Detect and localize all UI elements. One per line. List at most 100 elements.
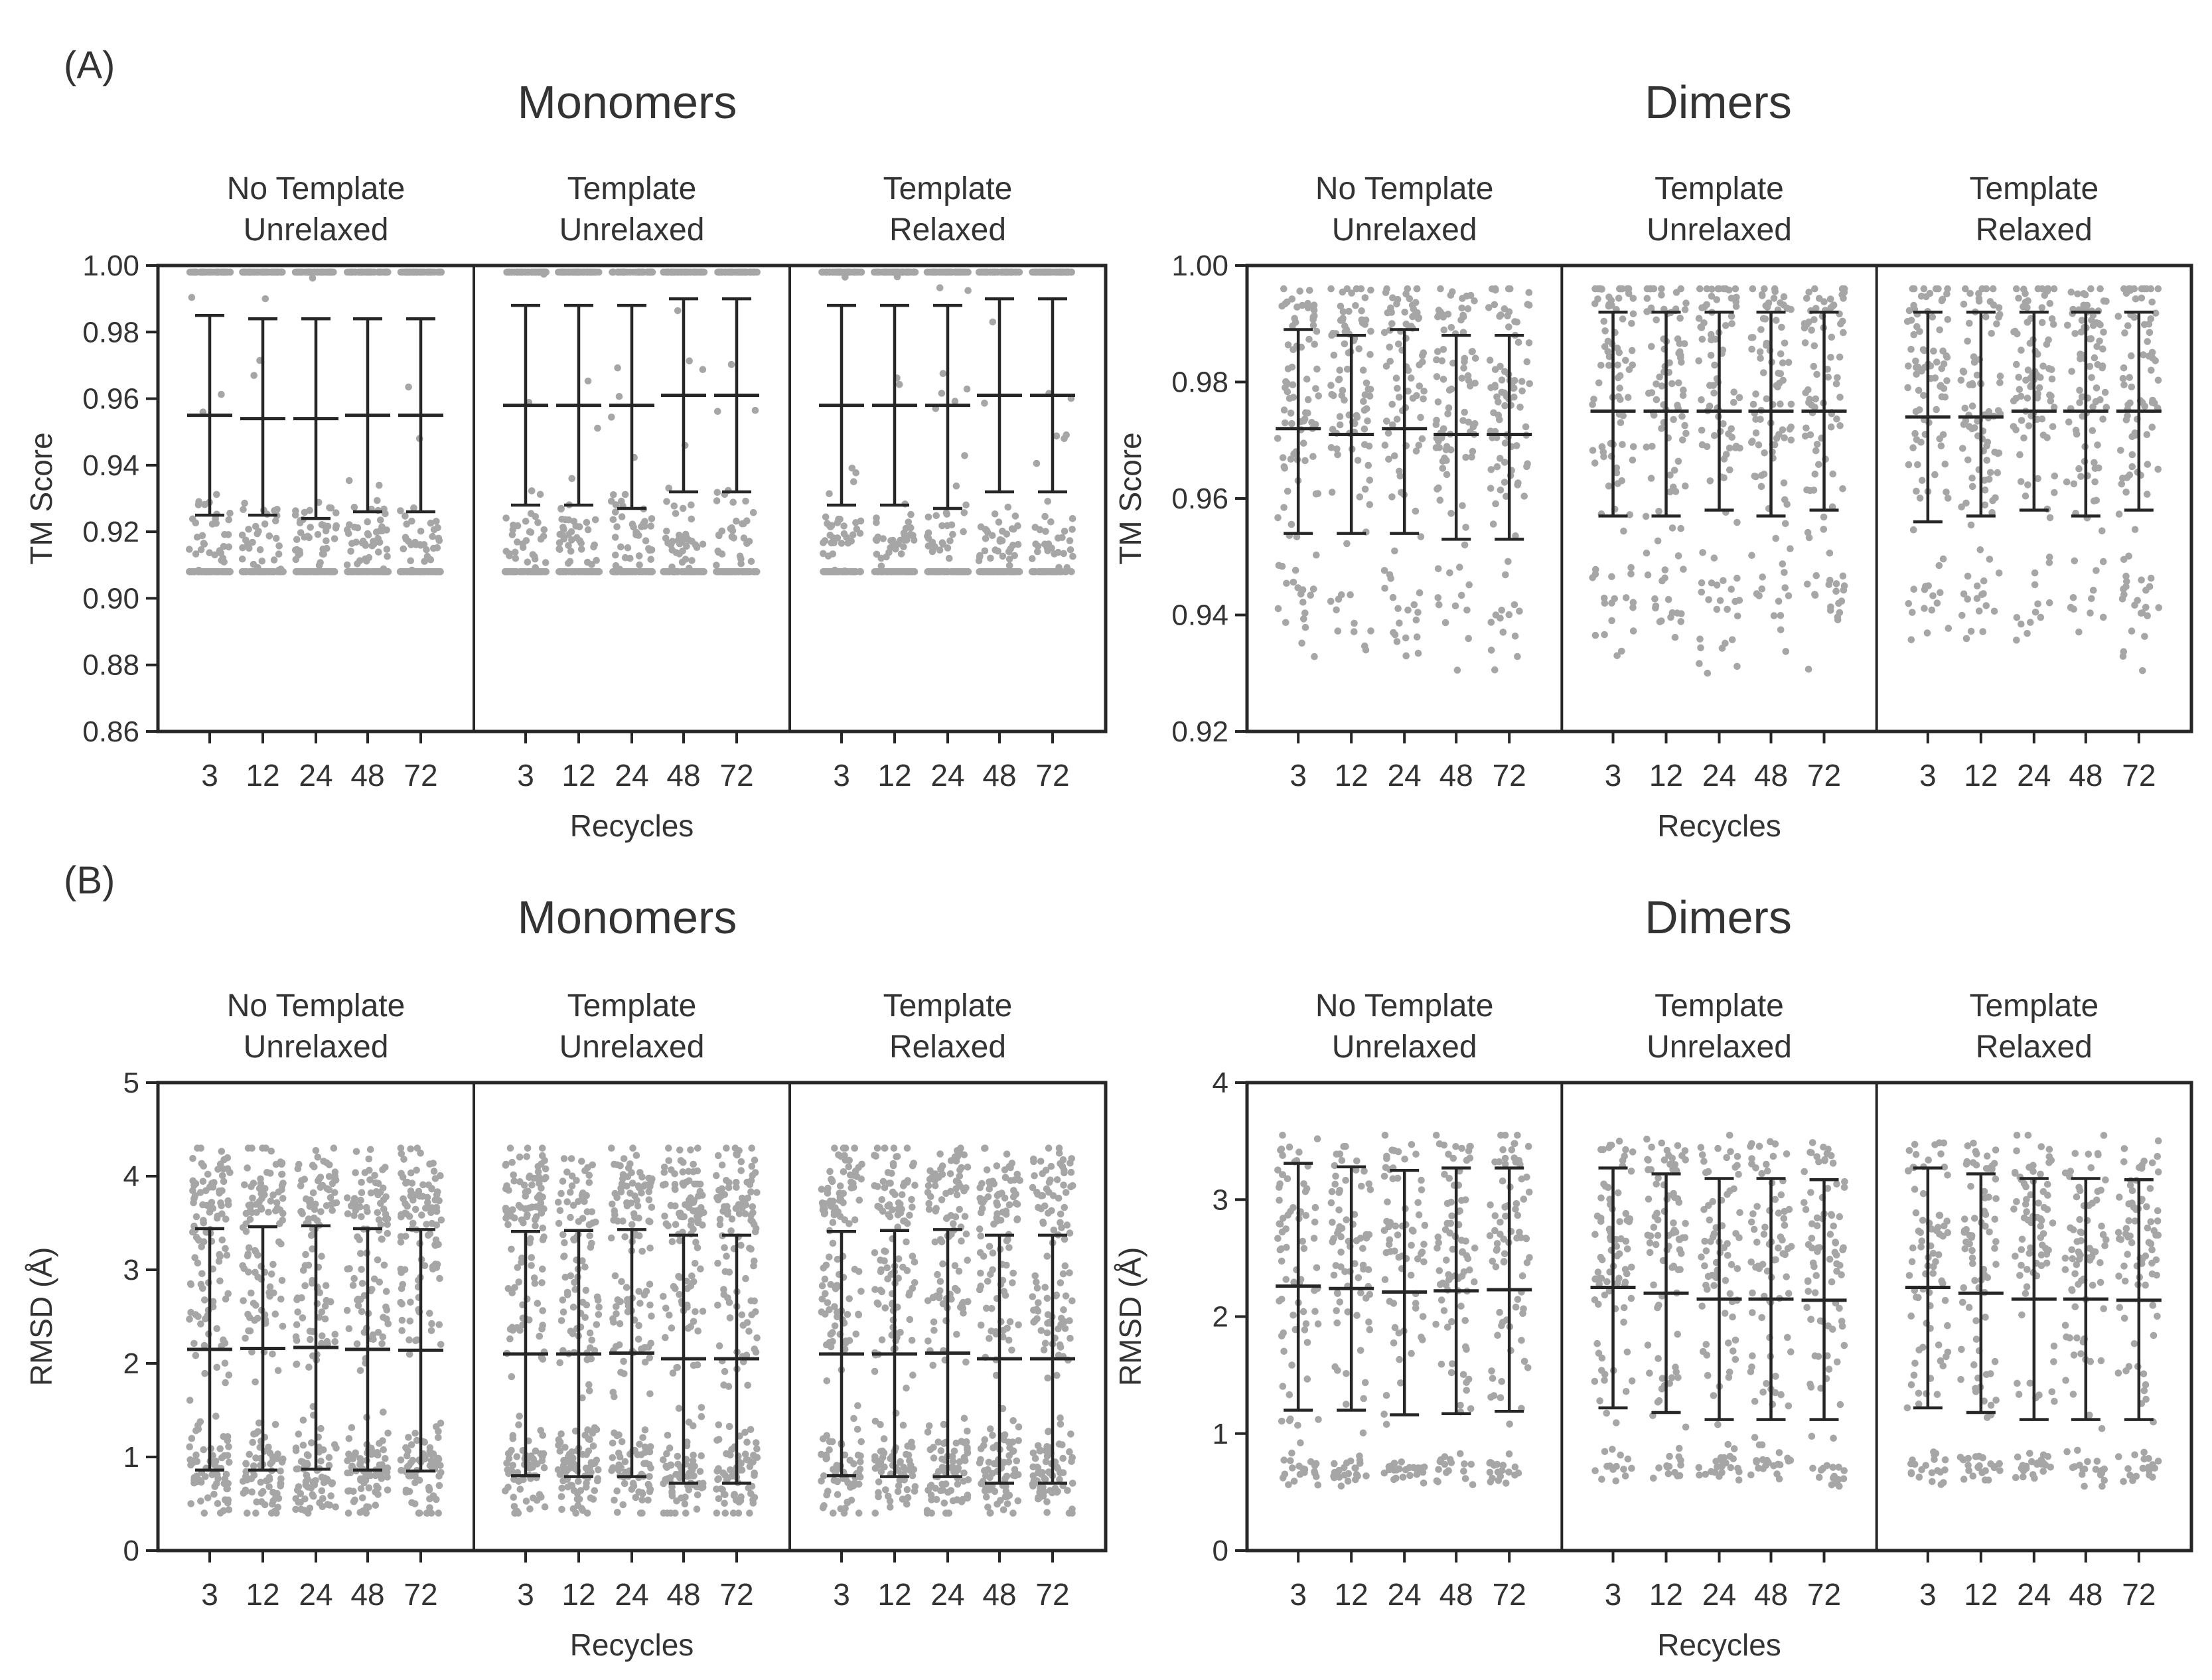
data-point: [274, 268, 282, 276]
data-point: [1350, 628, 1358, 635]
data-point: [2099, 527, 2106, 535]
data-point: [2024, 394, 2031, 402]
data-point: [1616, 384, 1623, 392]
data-point: [713, 497, 721, 504]
data-point: [924, 542, 932, 550]
data-point: [595, 568, 603, 575]
data-point: [302, 1482, 310, 1489]
data-point: [358, 568, 365, 575]
data-point: [1914, 461, 1921, 469]
data-point: [225, 1506, 233, 1513]
data-point: [1668, 380, 1676, 388]
data-point: [268, 268, 276, 276]
data-point: [1416, 589, 1424, 597]
data-point: [1392, 374, 1400, 382]
data-point: [238, 555, 246, 563]
data-point: [1618, 647, 1625, 655]
data-point: [372, 1501, 380, 1509]
data-point: [556, 546, 563, 554]
data-point: [1704, 669, 1712, 677]
y-tick-label: 0.90: [82, 582, 139, 615]
data-point: [1839, 572, 1847, 580]
data-point: [400, 545, 407, 553]
data-point: [1280, 406, 1288, 414]
data-point: [1994, 469, 2002, 477]
data-point: [683, 542, 690, 550]
data-point: [269, 568, 277, 575]
data-point: [1756, 348, 1764, 356]
data-point: [1930, 347, 1937, 355]
data-point: [852, 519, 859, 526]
data-point: [505, 268, 513, 276]
data-point: [332, 1176, 340, 1184]
data-point: [531, 553, 538, 560]
data-point: [2031, 608, 2039, 616]
data-point: [218, 1187, 226, 1195]
data-point: [932, 568, 939, 575]
data-point: [317, 559, 324, 566]
data-point: [1980, 577, 1988, 585]
data-point: [2024, 481, 2031, 489]
data-point: [534, 518, 542, 526]
data-point: [1772, 534, 1779, 542]
data-point: [1589, 447, 1597, 454]
data-point: [2010, 423, 2018, 430]
y-tick-label: 2: [123, 1347, 139, 1380]
data-point: [1733, 518, 1741, 526]
data-point: [1367, 627, 1374, 635]
data-point: [1591, 300, 1599, 307]
data-point: [584, 526, 592, 534]
data-point: [1601, 599, 1609, 607]
data-point: [2027, 619, 2034, 626]
data-point: [2010, 328, 2018, 336]
data-point: [1447, 291, 1455, 299]
x-tick-label: 12: [877, 758, 911, 793]
data-point: [1461, 541, 1469, 549]
data-point: [1069, 552, 1076, 560]
data-point: [1357, 285, 1365, 293]
data-point: [1505, 308, 1513, 316]
data-point: [1004, 503, 1012, 511]
data-point: [1995, 570, 2003, 577]
data-point: [1658, 291, 1665, 299]
data-point: [1967, 521, 1975, 529]
data-point: [221, 531, 228, 538]
data-point: [2015, 294, 2022, 302]
data-point: [366, 1166, 373, 1174]
data-point: [363, 568, 370, 575]
data-point: [1941, 393, 1949, 401]
data-point: [2045, 336, 2052, 344]
data-point: [314, 1154, 322, 1161]
data-point: [188, 1434, 196, 1442]
data-point: [1910, 331, 1917, 339]
data-point: [578, 568, 586, 575]
data-point: [1966, 289, 1974, 297]
data-point: [2100, 297, 2108, 305]
data-point: [190, 1339, 198, 1347]
data-point: [1674, 552, 1682, 560]
data-point: [1675, 379, 1682, 387]
data-point: [1505, 323, 1512, 331]
data-point: [729, 498, 737, 506]
x-tick-label: 24: [2017, 758, 2051, 793]
data-point: [932, 512, 940, 520]
data-point: [206, 549, 214, 556]
data-point: [594, 424, 601, 432]
data-point: [964, 287, 972, 295]
data-point: [1698, 396, 1705, 404]
data-point: [1986, 556, 1994, 563]
y-tick-label: 1: [123, 1441, 139, 1474]
panel-label-a: (A): [64, 44, 115, 87]
group-header: Relaxed: [889, 212, 1006, 248]
data-point: [1590, 396, 1597, 403]
data-point: [518, 568, 526, 575]
data-point: [343, 561, 351, 569]
data-point: [1516, 404, 1524, 411]
x-tick-label: 12: [246, 758, 279, 793]
data-point: [224, 1433, 232, 1440]
data-point: [365, 1503, 372, 1511]
data-point: [1063, 564, 1071, 572]
data-point: [217, 550, 225, 557]
data-point: [1053, 432, 1061, 440]
data-point: [294, 1165, 302, 1172]
